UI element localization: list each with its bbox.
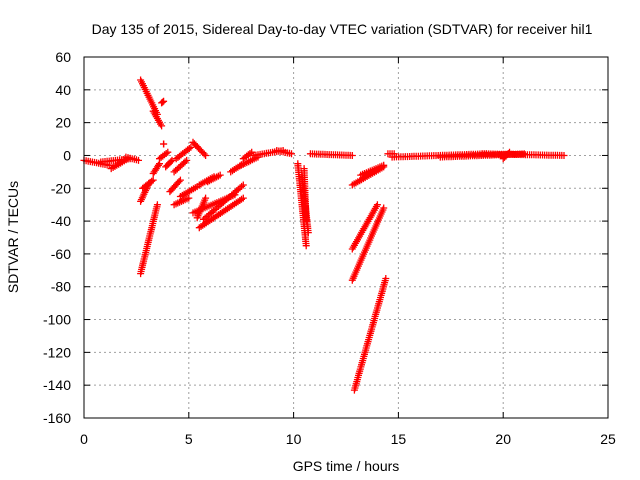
y-tick-label: -100: [43, 312, 71, 328]
x-axis-label: GPS time / hours: [293, 458, 400, 474]
y-tick-label: -80: [51, 279, 71, 295]
data-point: [302, 217, 310, 225]
data-point: [148, 177, 156, 185]
data-point: [202, 194, 210, 202]
y-tick-label: -160: [43, 410, 71, 426]
data-point: [302, 242, 310, 250]
y-tick-label: -40: [51, 213, 71, 229]
x-tick-label: 5: [185, 431, 193, 447]
data-point: [380, 204, 388, 212]
data-point: [520, 150, 528, 158]
data-point: [239, 181, 247, 189]
x-tick-label: 25: [600, 431, 616, 447]
data-point: [153, 201, 161, 209]
data-point: [560, 152, 568, 159]
data-point: [175, 178, 183, 185]
y-tick-label: 40: [55, 82, 71, 98]
data-point: [158, 122, 166, 130]
data-point: [160, 140, 168, 148]
y-tick-label: -140: [43, 377, 71, 393]
grid: [84, 57, 608, 418]
y-axis-label: SDTVAR / TECUs: [5, 181, 21, 293]
data-point: [288, 150, 295, 158]
data-point: [200, 150, 208, 158]
y-tick-label: 60: [55, 49, 71, 65]
data-point: [187, 143, 195, 151]
data-point: [231, 191, 239, 199]
data-point: [216, 171, 224, 179]
data-point: [168, 156, 176, 164]
x-tick-label: 10: [286, 431, 302, 447]
x-tick-label: 15: [391, 431, 407, 447]
data-point: [149, 176, 157, 184]
data-point: [164, 148, 172, 156]
data-point: [504, 150, 512, 157]
plot-frame: [83, 56, 609, 419]
data-point: [380, 161, 388, 169]
y-tick-label: 20: [55, 115, 71, 131]
data-point: [348, 152, 356, 159]
data-point: [183, 156, 191, 164]
data-point: [382, 275, 390, 282]
y-tick-label: -60: [51, 246, 71, 262]
data-point: [162, 150, 170, 157]
data-point: [135, 156, 142, 164]
y-tick-label: -120: [43, 344, 71, 360]
axis-ticks: 0 5 10 15 20 25 -160 -140 -120 -100 -80 -60 -40 -20 0 2…: [43, 49, 616, 447]
data-point: [506, 148, 513, 156]
data-point: [185, 194, 193, 202]
data-point: [160, 97, 168, 105]
data-point: [202, 152, 210, 159]
data-point: [239, 194, 247, 202]
data-point: [159, 98, 167, 106]
chart-title: Day 135 of 2015, Sidereal Day-to-day VTE…: [92, 21, 593, 37]
data-point: [185, 145, 193, 152]
x-tick-label: 20: [495, 431, 511, 447]
y-tick-label: 0: [63, 147, 71, 163]
data-points: [80, 76, 568, 394]
data-point: [373, 201, 381, 209]
data-point: [154, 161, 162, 169]
y-tick-label: -20: [51, 180, 71, 196]
x-tick-label: 0: [80, 431, 88, 447]
data-point: [176, 176, 184, 184]
data-point: [167, 158, 175, 166]
data-point: [181, 158, 189, 166]
data-point: [304, 229, 312, 237]
